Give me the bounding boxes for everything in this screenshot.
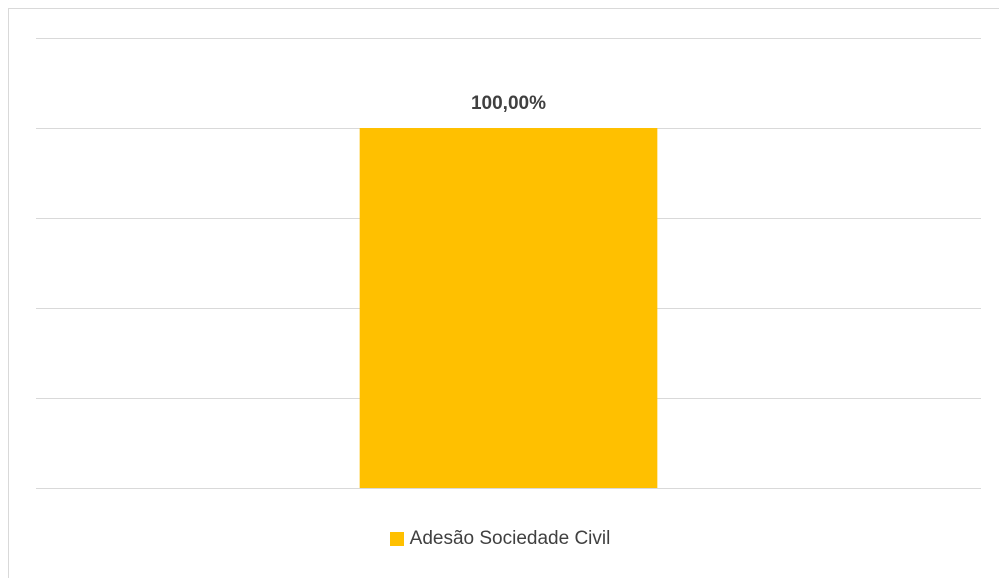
chart-frame xyxy=(8,8,999,578)
bar-data-label: 100,00% xyxy=(471,93,546,114)
legend-swatch xyxy=(389,532,404,546)
legend-label: Adesão Sociedade Civil xyxy=(409,528,611,549)
bar xyxy=(359,128,658,488)
data-labels: 100,00% xyxy=(471,93,546,114)
bars xyxy=(359,128,658,488)
legend: Adesão Sociedade Civil xyxy=(0,527,1000,551)
